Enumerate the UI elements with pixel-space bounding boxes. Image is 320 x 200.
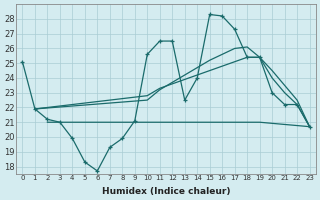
X-axis label: Humidex (Indice chaleur): Humidex (Indice chaleur)	[102, 187, 230, 196]
